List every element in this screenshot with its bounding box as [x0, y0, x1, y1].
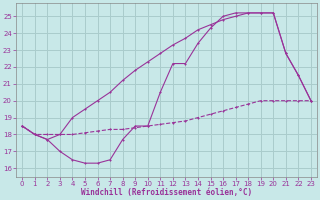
X-axis label: Windchill (Refroidissement éolien,°C): Windchill (Refroidissement éolien,°C) [81, 188, 252, 197]
